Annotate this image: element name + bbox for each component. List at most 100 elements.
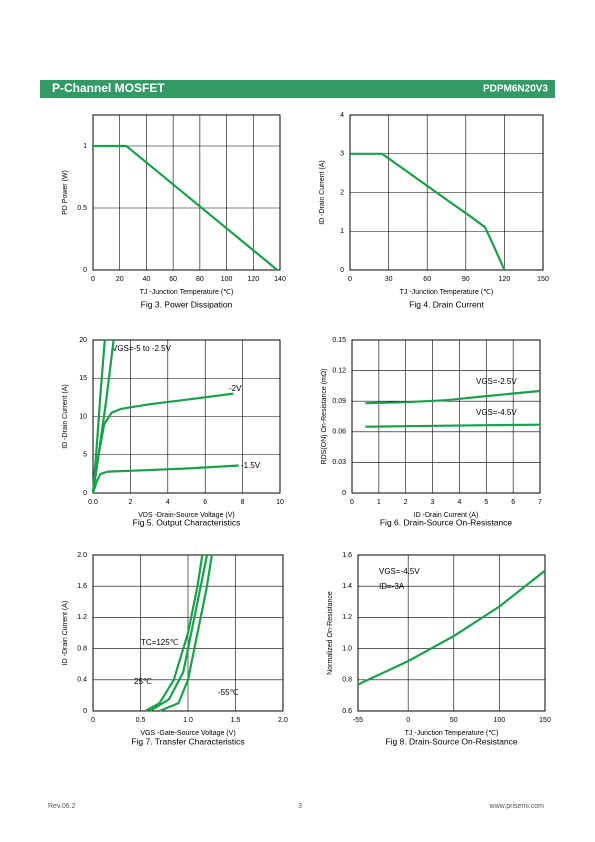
y-tick-label: 0 (83, 708, 87, 715)
figure-caption: Fig 5. Output Characteristics (133, 517, 241, 527)
x-tick-label: 0.5 (136, 717, 146, 724)
y-tick-label: 15 (79, 375, 87, 382)
page-number: 3 (298, 803, 302, 810)
figure-caption: Fig 3. Power Dissipation (141, 299, 233, 309)
x-tick-label: 10 (276, 499, 284, 506)
data-line (350, 152, 506, 271)
plot-frame (349, 114, 544, 271)
y-tick-label: 3 (340, 151, 344, 158)
x-tick-label: 120 (499, 276, 511, 283)
y-tick-label: 2.0 (77, 552, 87, 559)
y-tick-label: 2 (340, 189, 344, 196)
y-tick-label: 0 (340, 267, 344, 274)
y-tick-label: 20 (79, 337, 87, 344)
revision: Rev.06.2 (48, 803, 76, 810)
x-tick-label: 7 (538, 499, 542, 506)
x-tick-label: 0 (348, 276, 352, 283)
y-tick-label: 4 (340, 112, 344, 119)
x-tick-label: 140 (274, 276, 286, 283)
x-tick-label: 6 (511, 499, 515, 506)
y-tick-label: 0 (83, 267, 87, 274)
x-tick-label: 4 (166, 499, 170, 506)
data-line (144, 554, 204, 712)
website: www.prisemi.com (489, 803, 545, 810)
x-tick-label: 2 (404, 499, 408, 506)
y-tick-label: 10 (79, 413, 87, 420)
y-axis-label: PD Power (W) (62, 170, 69, 215)
x-tick-label: 8 (241, 499, 245, 506)
y-tick-label: 0.4 (77, 677, 87, 684)
y-axis-label: Normalized On-Resistance (327, 591, 334, 675)
plot-frame (357, 554, 546, 712)
y-tick-label: 1.6 (77, 583, 87, 590)
y-tick-label: 0.8 (342, 677, 352, 684)
plot-frame (92, 339, 281, 494)
y-tick-label: 0.5 (77, 205, 87, 212)
x-tick-label: 0 (350, 499, 354, 506)
figure-caption: Fig 4. Drain Current (409, 299, 484, 309)
y-axis-label: ID -Drain Current (A) (62, 601, 69, 666)
figure-caption: Fig 8. Drain-Source On-Resistance (385, 736, 518, 746)
y-tick-label: 0.09 (332, 398, 346, 405)
x-axis-label: ID -Drain Current (A) (414, 512, 479, 519)
x-tick-label: 3 (431, 499, 435, 506)
y-tick-label: 0.15 (332, 337, 346, 344)
y-tick-label: 0 (83, 490, 87, 497)
series-label: -1.5V (241, 461, 261, 470)
y-tick-label: 5 (83, 452, 87, 459)
y-tick-label: 0.6 (342, 708, 352, 715)
x-axis-label: TJ -Junction Temperature (℃) (140, 289, 234, 296)
y-axis-label: ID -Drain Current (A) (319, 160, 326, 225)
y-tick-label: 1 (340, 228, 344, 235)
x-tick-label: 150 (537, 276, 549, 283)
y-tick-label: 0 (342, 490, 346, 497)
series-label: -55℃ (218, 688, 239, 697)
x-tick-label: 20 (116, 276, 124, 283)
header-title: P-Channel MOSFET (52, 81, 165, 95)
x-tick-label: 1.0 (183, 717, 193, 724)
data-line (365, 389, 541, 405)
x-tick-label: -55 (353, 717, 363, 724)
series-label: VGS=-2.5V (476, 377, 517, 386)
y-tick-label: 1 (83, 143, 87, 150)
part-number: PDPM6N20V3 (483, 84, 548, 95)
x-tick-label: 50 (450, 717, 458, 724)
x-tick-label: 4 (457, 499, 461, 506)
y-tick-label: 1.0 (342, 645, 352, 652)
header-bar (40, 80, 555, 98)
y-tick-label: 1.6 (342, 552, 352, 559)
x-tick-label: 30 (385, 276, 393, 283)
data-line (91, 464, 239, 494)
y-tick-label: 0.03 (332, 459, 346, 466)
series-label: 25℃ (134, 677, 152, 686)
x-axis-label: TJ -Junction Temperature (℃) (400, 289, 494, 296)
x-tick-label: 40 (143, 276, 151, 283)
x-tick-label: 6 (203, 499, 207, 506)
x-tick-label: 0 (406, 717, 410, 724)
x-tick-label: 1.5 (231, 717, 241, 724)
y-tick-label: 0.06 (332, 429, 346, 436)
y-tick-label: 1.2 (77, 614, 87, 621)
y-tick-label: 1.2 (342, 614, 352, 621)
data-line (93, 144, 278, 271)
data-line (149, 554, 209, 712)
plot-frame (351, 339, 541, 494)
x-tick-label: 150 (539, 717, 551, 724)
y-tick-label: 1.4 (342, 583, 352, 590)
x-tick-label: 100 (221, 276, 233, 283)
annotation: ID=-3A (379, 582, 405, 591)
x-tick-label: 0 (91, 717, 95, 724)
x-tick-label: 2 (128, 499, 132, 506)
x-tick-label: 90 (462, 276, 470, 283)
figure-caption: Fig 7. Transfer Characteristics (131, 736, 244, 746)
annotation: VGS=-4.5V (379, 567, 420, 576)
data-line (159, 554, 213, 713)
y-axis-label: ID -Drain Current (A) (62, 384, 69, 449)
x-tick-label: 60 (169, 276, 177, 283)
x-tick-label: 2.0 (278, 717, 288, 724)
y-axis-label: RDS(ON) On-Resistance (mΩ) (321, 369, 328, 465)
data-line (91, 339, 106, 494)
x-tick-label: 120 (247, 276, 259, 283)
y-tick-label: 0.8 (77, 645, 87, 652)
